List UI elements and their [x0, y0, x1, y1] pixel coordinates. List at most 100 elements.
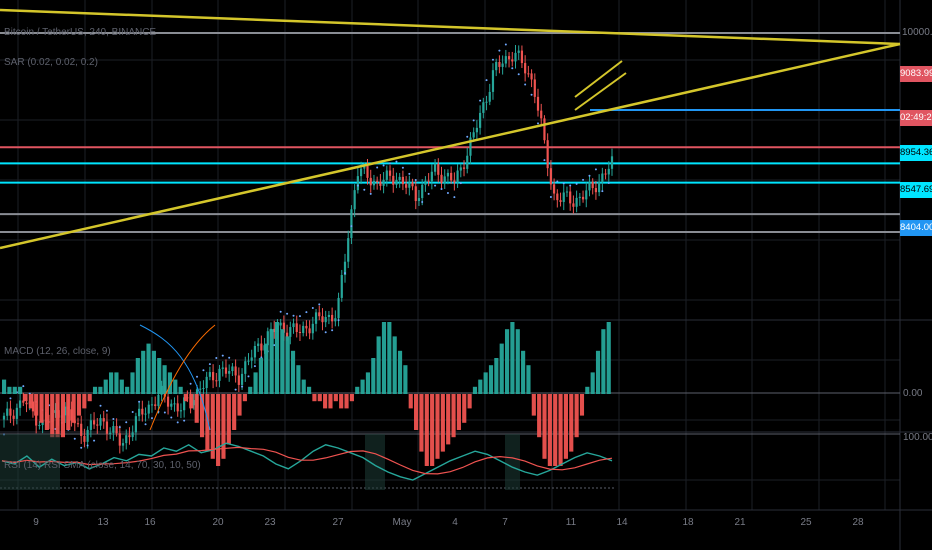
sar-dot: [356, 184, 359, 187]
sar-dot: [163, 411, 166, 414]
macd-bar: [494, 358, 499, 394]
trendline-lower: [0, 42, 901, 250]
macd-bar: [173, 379, 178, 394]
macd-histogram: [2, 322, 611, 466]
sar-dot: [247, 375, 250, 378]
macd-bar: [226, 394, 231, 445]
symbol-legend[interactable]: Bitcoin / TetherUS, 240, BINANCE: [4, 27, 157, 38]
candle-body: [102, 418, 105, 422]
candle-body: [585, 190, 588, 200]
candle-body: [173, 403, 176, 405]
sar-dot: [286, 312, 289, 315]
candle-body: [472, 132, 475, 138]
macd-bar: [553, 394, 558, 466]
macd-bar: [392, 336, 397, 394]
candle-body: [530, 73, 533, 80]
macd-bar: [344, 394, 349, 409]
rsi-legend[interactable]: RSI (14) RSI SMA (close, 14, 70, 30, 10,…: [4, 460, 201, 471]
candle-body: [514, 52, 517, 62]
candle-body: [491, 70, 495, 92]
rsi-line: [1, 442, 613, 481]
candle-body: [546, 140, 549, 169]
candle-body: [128, 435, 131, 438]
sar-dot: [99, 404, 102, 407]
candle-body: [549, 168, 552, 185]
sar-dot: [543, 159, 546, 162]
candle-body: [112, 426, 115, 433]
candle-body: [70, 409, 73, 421]
candle-body: [485, 101, 488, 103]
macd-bar: [92, 386, 98, 394]
candle-body: [179, 410, 183, 412]
candle-body: [475, 127, 478, 133]
macd-bar: [135, 358, 140, 394]
candle-body: [543, 118, 546, 141]
sar-dot: [511, 67, 514, 70]
candle-body: [479, 112, 482, 128]
candle-body: [430, 171, 433, 182]
macd-bar: [349, 394, 354, 402]
candle-body: [154, 404, 157, 406]
candle-body: [324, 317, 327, 323]
candle-body: [517, 50, 520, 53]
sar-dot: [112, 417, 115, 420]
macd-bar: [264, 343, 269, 394]
candle-body: [38, 425, 41, 427]
macd-bar: [521, 350, 526, 394]
candle-body: [456, 170, 459, 183]
trend-lines[interactable]: [0, 8, 901, 250]
candle-body: [347, 238, 350, 262]
macd-bar: [510, 322, 515, 394]
time-axis[interactable]: 9 13 16 20 23 27 May 4 7 11 14 18 21 25 28: [33, 517, 864, 528]
sar-dot: [298, 315, 301, 318]
sar-legend[interactable]: SAR (0.02, 0.02, 0.2): [4, 57, 98, 68]
time-label-25: 25: [800, 517, 812, 528]
candle-body: [533, 79, 536, 97]
sar-dot: [189, 382, 192, 385]
candle-body: [372, 180, 376, 186]
macd-bar: [221, 394, 226, 459]
candle-body: [408, 182, 411, 188]
sar-dot: [80, 446, 83, 449]
macd-bar: [141, 350, 146, 394]
sar-dot: [93, 439, 96, 442]
macd-bar: [531, 394, 536, 416]
candle-body: [105, 421, 109, 434]
candle-body: [308, 328, 311, 334]
candle-body: [31, 401, 35, 412]
candle-body: [353, 190, 356, 210]
sar-dot: [491, 58, 494, 61]
channel-lower: [574, 72, 627, 111]
macd-bar: [590, 372, 595, 394]
sar-dot: [305, 311, 308, 314]
macd-legend[interactable]: MACD (12, 26, close, 9): [4, 346, 111, 357]
macd-bar: [183, 394, 189, 402]
macd-bar: [146, 343, 151, 394]
sar-dot: [466, 135, 469, 138]
macd-bar: [376, 336, 381, 394]
candle-body: [22, 400, 25, 403]
macd-bar: [28, 394, 33, 409]
candle-body: [15, 407, 18, 419]
candle-body: [212, 372, 215, 381]
sar-dot: [202, 369, 205, 372]
sar-dot: [324, 331, 327, 334]
macd-bar: [199, 394, 205, 438]
candle-body: [54, 410, 57, 413]
candle-body: [131, 432, 134, 438]
sar-dot: [479, 99, 482, 102]
candle-body: [495, 61, 498, 71]
candle-body: [234, 366, 237, 376]
macd-bar: [125, 386, 130, 394]
sar-dot: [221, 354, 224, 357]
macd-bar: [451, 394, 456, 438]
candle-body: [501, 63, 504, 67]
macd-bar: [71, 394, 76, 423]
macd-bar: [419, 394, 424, 452]
sar-dot: [453, 196, 456, 199]
sar-dot: [176, 421, 179, 424]
candle-body: [292, 323, 295, 328]
time-label-May: May: [393, 517, 412, 528]
candle-body: [35, 411, 38, 426]
